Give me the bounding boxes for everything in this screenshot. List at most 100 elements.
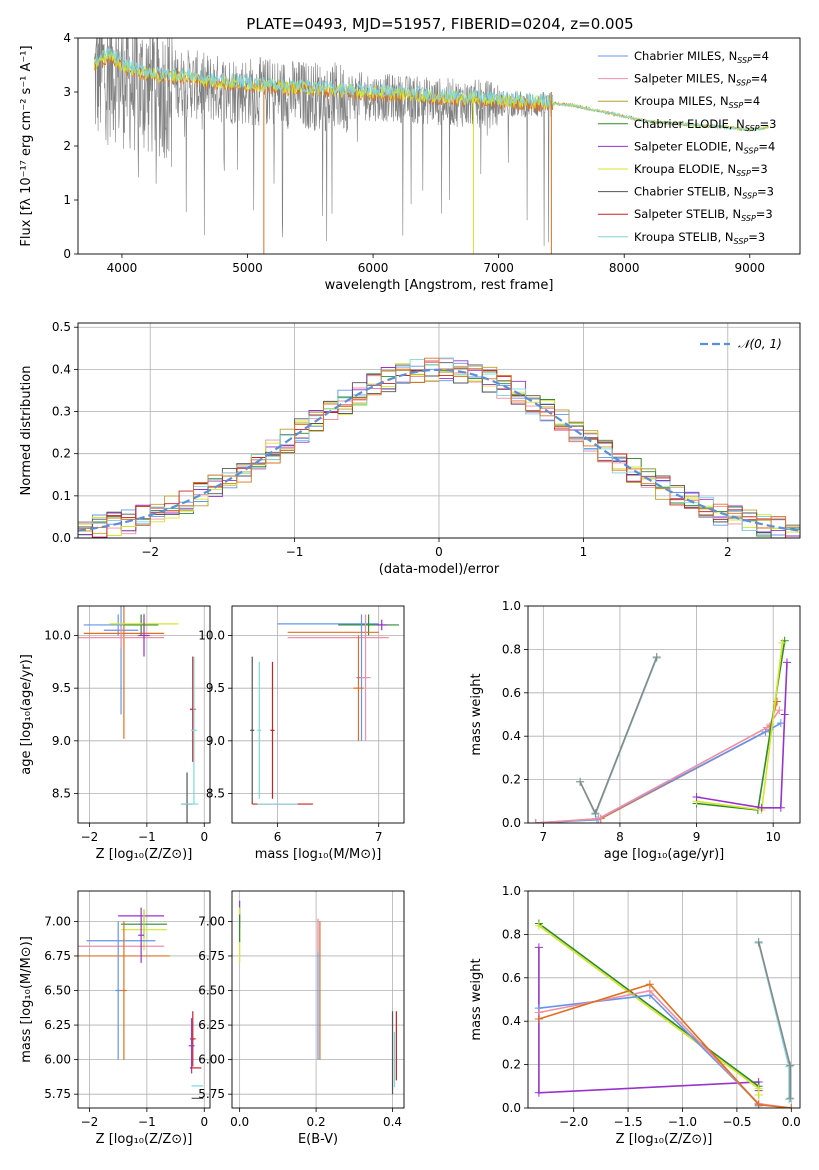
x-tick-label: −2 [81, 1115, 99, 1129]
x-tick-label: 0 [200, 830, 208, 844]
x-tick-label: 10 [766, 830, 781, 844]
mass-weight-point [576, 777, 585, 786]
legend-label-sub: SSP [742, 192, 757, 201]
y-tick-label: 0 [63, 247, 71, 261]
mass-weight-point [591, 809, 600, 818]
errorbar-marker [376, 619, 387, 631]
x-tick-label: 0.0 [230, 1115, 249, 1129]
axes-frame [77, 322, 801, 539]
y-tick-label: 3 [63, 85, 71, 99]
x-tick-label: 7 [375, 830, 383, 844]
y-tick-label: 0.4 [52, 362, 71, 376]
y-tick-label: 6.50 [44, 984, 71, 998]
y-tick-label: 8.5 [52, 787, 71, 801]
panels: 4000 5000 6000 7000 8000 900001234wavelength … [19, 31, 801, 1147]
legend-label: Chabrier ELODIE, NSSP=3 [634, 117, 776, 133]
y-tick-label: 0.1 [52, 489, 71, 503]
legend-label-suffix: =3 [757, 185, 774, 199]
x-tick-label: 2 [724, 545, 732, 559]
legend-label-sub: SSP [729, 101, 744, 110]
legend-label-sub: SSP [744, 146, 759, 155]
legend-label-sub: SSP [737, 56, 752, 65]
mass-weight-point [780, 710, 789, 719]
mass_vs_Z-axes: −2 −1 0 5.75 6.00 6.25 6.50 6.75 7.00 Z [log₁₀(Z/… [19, 890, 211, 1147]
x-tick-label: −1 [138, 1115, 156, 1129]
x-tick-label: 4000 [107, 261, 138, 275]
mass-weight-point [534, 1015, 543, 1024]
errorbar-marker [189, 1011, 196, 1067]
y-tick-label: 0.6 [502, 971, 521, 985]
massweight_vs_Z-panel: −2.0 −1.5 −1.0 −0.5 0.0 0.0 0.2 0.4 0.6 0.8 1.0 Z [… [469, 884, 801, 1147]
errorbar-marker [123, 614, 159, 636]
legend-label-sub: SSP [741, 214, 756, 223]
errorbar-marker [360, 614, 371, 741]
x-tick-label: −1 [138, 830, 156, 844]
mass-weight-point [534, 921, 543, 930]
mass-weight-point [531, 819, 540, 823]
age_vs_Z-panel: −2 −1 0 8.5 9.0 9.5 10.0 Z [log₁₀(Z/Z⊙)] age [lo… [19, 605, 211, 862]
age_vs_mass-plot-area [250, 614, 399, 805]
mass-weight-point [787, 1104, 796, 1108]
mass-weight-point [534, 943, 543, 952]
mass_vs_ebv-axes: 0.0 0.2 0.4 5.75 6.00 6.25 6.50 6.75 7.00 E(B-V) [198, 890, 405, 1147]
mass_vs_Z-plot-area [78, 907, 204, 1099]
x-tick-label: 8000 [609, 261, 640, 275]
y-tick-label: 6.00 [44, 1053, 71, 1067]
x-tick-label: 8 [616, 830, 624, 844]
errorbar-marker [121, 908, 167, 951]
legend-label-main: Kroupa MILES, N [634, 94, 729, 108]
mass_vs_ebv-panel: 0.0 0.2 0.4 5.75 6.00 6.25 6.50 6.75 7.00 E(B-V) [198, 890, 405, 1147]
legend-label-suffix: =4 [752, 49, 769, 63]
x-axis-label: wavelength [Angstrom, rest frame] [325, 278, 554, 293]
errorbar-marker [121, 921, 127, 1060]
y-tick-label: 0.0 [52, 531, 71, 545]
x-axis-label: Z [log₁₀(Z/Z⊙)] [96, 1132, 193, 1147]
x-tick-label: 0.4 [383, 1115, 402, 1129]
gaussian-curve [78, 368, 800, 532]
mass-weight-point [785, 1095, 794, 1104]
x-tick-label: 6 [274, 830, 282, 844]
y-tick-label: 1 [63, 193, 71, 207]
y-tick-label: 6.00 [198, 1053, 225, 1067]
residuals-axes: −2 −1 0 1 2 0.0 0.1 0.2 0.3 0.4 0.5 (data-model)/er… [19, 320, 801, 577]
errorbar-marker [83, 606, 165, 739]
x-tick-label: −2 [81, 830, 99, 844]
legend-label-main: Salpeter STELIB, N [634, 207, 741, 221]
y-tick-label: 0.2 [502, 773, 521, 787]
x-axis-label: (data-model)/error [379, 562, 500, 577]
legend-label-suffix: =4 [751, 72, 768, 86]
massweight_vs_age-panel: 7 8 9 10 0.0 0.2 0.4 0.6 0.8 1.0 age [log₁₀(age/yr… [469, 599, 801, 862]
legend-label-sub: SSP [736, 169, 751, 178]
massweight_vs_Z-axes: −2.0 −1.5 −1.0 −0.5 0.0 0.0 0.2 0.4 0.6 0.8 1.0 Z [… [469, 884, 801, 1147]
legend-label: Salpeter ELODIE, NSSP=4 [634, 139, 775, 155]
x-tick-label: 0.2 [307, 1115, 326, 1129]
x-axis-label: age [log₁₀(age/yr)] [604, 847, 725, 862]
errorbar-marker [189, 656, 196, 762]
x-axis-label: mass [log₁₀(M/M⊙)] [255, 847, 382, 862]
x-tick-label: 5000 [232, 261, 263, 275]
y-tick-label: 0.8 [502, 927, 521, 941]
legend-label-main: Kroupa ELODIE, N [634, 162, 736, 176]
y-tick-label: 9.0 [52, 734, 71, 748]
errorbar-marker [257, 661, 262, 799]
x-tick-label: −1 [286, 545, 304, 559]
y-tick-label: 0.0 [502, 816, 521, 830]
y-tick-label: 0.2 [52, 447, 71, 461]
y-tick-label: 9.5 [206, 681, 225, 695]
mass-weight-line [538, 983, 792, 1108]
spectrum-axes: 4000 5000 6000 7000 8000 9000 0 1 2 3 4 wavelength … [19, 31, 801, 293]
x-tick-label: 6000 [358, 261, 389, 275]
mass-weight-point [782, 658, 791, 667]
age_vs_mass-panel: 6 7 8.5 9.0 9.5 10.0 mass [log₁₀(M/M⊙)] [198, 605, 405, 862]
legend-label: Kroupa STELIB, NSSP=3 [634, 230, 765, 246]
y-tick-label: 6.50 [198, 984, 225, 998]
legend-label-suffix: =3 [748, 230, 765, 244]
y-tick-label: 6.25 [198, 1018, 225, 1032]
legend-label-suffix: =4 [758, 139, 775, 153]
y-tick-label: 9.5 [52, 681, 71, 695]
y-tick-label: 10.0 [198, 628, 225, 642]
age_vs_mass-axes: 6 7 8.5 9.0 9.5 10.0 mass [log₁₀(M/M⊙)] [198, 605, 405, 862]
y-tick-label: 0.4 [502, 1014, 521, 1028]
